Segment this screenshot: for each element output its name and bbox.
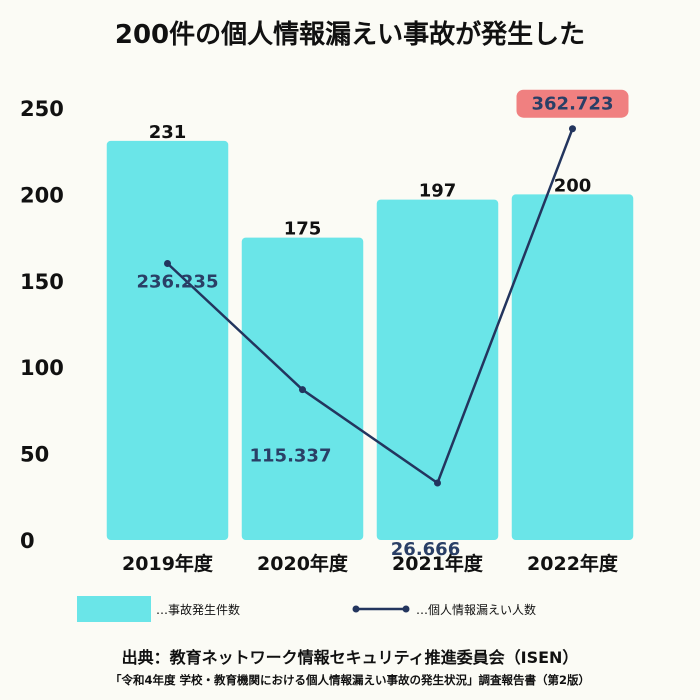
combo-chart: 0 50 100 150 200 250 231 175 197 200 2019年度 2020年度 2… xyxy=(20,89,634,575)
legend-bar-swatch xyxy=(77,596,151,622)
legend-line-label: …個人情報漏えい人数 xyxy=(416,603,537,617)
line-point xyxy=(434,479,441,487)
x-category-label: 2021年度 xyxy=(392,552,484,575)
y-tick-label: 200 xyxy=(20,183,64,207)
x-category-label: 2019年度 xyxy=(122,552,214,575)
y-tick-label: 250 xyxy=(20,97,64,121)
bar-value-label: 200 xyxy=(554,175,592,196)
bar-value-label: 231 xyxy=(149,122,187,143)
bar xyxy=(106,140,229,540)
bar xyxy=(511,194,634,540)
legend-bar-label: …事故発生件数 xyxy=(156,603,241,617)
legend-line-swatch xyxy=(352,605,410,613)
line-value-label: 236.235 xyxy=(137,272,219,293)
line-value-label: 362.723 xyxy=(532,94,614,115)
x-category-label: 2022年度 xyxy=(527,552,619,575)
y-tick-label: 150 xyxy=(20,270,64,294)
source-report-title: 「令和4年度 学校・教育機関における個人情報漏えい事故の発生状況」調査報告書（第… xyxy=(109,673,590,687)
bar-value-label: 175 xyxy=(284,219,322,240)
bar-value-label: 197 xyxy=(419,181,457,202)
bar xyxy=(376,199,499,541)
line-series-path xyxy=(166,128,574,485)
line-point xyxy=(569,125,576,133)
line-value-label: 26.666 xyxy=(391,539,460,560)
source-citation: 出典：教育ネットワーク情報セキュリティ推進委員会（ISEN） xyxy=(121,648,579,667)
line-point xyxy=(164,260,171,268)
line-value-label: 115.337 xyxy=(250,446,332,467)
x-category-label: 2020年度 xyxy=(257,552,349,575)
y-tick-label: 100 xyxy=(20,356,64,380)
line-point xyxy=(299,386,306,394)
y-tick-label: 50 xyxy=(20,443,49,467)
chart-title: 200件の個人情報漏えい事故が発生した xyxy=(114,20,586,50)
y-tick-label: 0 xyxy=(20,529,35,553)
line-label-highlight xyxy=(516,89,629,118)
